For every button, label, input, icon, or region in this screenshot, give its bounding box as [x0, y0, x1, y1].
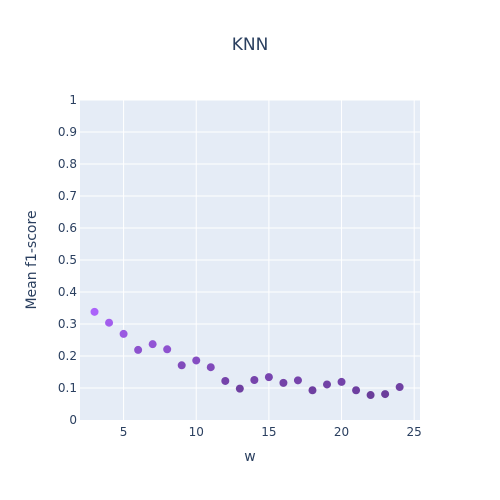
- y-tick-label: 1: [69, 93, 77, 107]
- scatter-point: [366, 391, 375, 400]
- scatter-point: [192, 356, 201, 365]
- scatter-point: [105, 318, 114, 327]
- scatter-point: [323, 380, 332, 389]
- scatter-point: [250, 376, 259, 384]
- scatter-point: [206, 363, 215, 372]
- x-axis-label: w: [244, 449, 255, 465]
- scatter-point: [177, 361, 186, 370]
- scatter-point: [293, 376, 302, 385]
- y-tick-label: 0.8: [58, 157, 77, 171]
- scatter-point: [264, 373, 273, 382]
- scatter-point: [148, 340, 157, 349]
- y-tick-label: 0.3: [58, 317, 77, 331]
- x-tick-label: 25: [407, 425, 422, 439]
- scatter-point: [235, 384, 244, 393]
- scatter-point: [381, 390, 390, 399]
- y-axis-label: Mean f1-score: [24, 210, 40, 309]
- scatter-point: [308, 386, 317, 395]
- x-tick-labels: 5 10 15 20 25: [120, 425, 422, 439]
- scatter-point: [90, 307, 99, 316]
- y-tick-label: 0.4: [58, 285, 77, 299]
- y-tick-label: 0.5: [58, 253, 77, 267]
- scatter-point: [279, 378, 288, 387]
- y-tick-label: 0.1: [58, 381, 77, 395]
- scatter-point: [134, 345, 143, 354]
- x-tick-label: 5: [120, 425, 128, 439]
- y-tick-label: 0.7: [58, 189, 77, 203]
- y-tick-label: 0.6: [58, 221, 77, 235]
- y-tick-label: 0.2: [58, 349, 77, 363]
- x-tick-label: 10: [189, 425, 204, 439]
- scatter-point: [163, 345, 172, 354]
- scatter-point: [352, 386, 361, 395]
- y-gridlines: [80, 99, 420, 389]
- scatter-point: [337, 377, 346, 386]
- x-tick-label: 15: [261, 425, 276, 439]
- data-points: [90, 307, 404, 400]
- y-tick-label: 0: [69, 413, 77, 427]
- chart-title: KNN: [232, 35, 269, 55]
- scatter-point: [119, 329, 128, 338]
- x-tick-label: 20: [334, 425, 349, 439]
- y-tick-labels: 0 0.1 0.2 0.3 0.4 0.5 0.6 0.7 0.8 0.9 1: [58, 93, 77, 427]
- y-tick-label: 0.9: [58, 125, 77, 139]
- scatter-point: [221, 376, 230, 385]
- scatter-point: [395, 383, 404, 392]
